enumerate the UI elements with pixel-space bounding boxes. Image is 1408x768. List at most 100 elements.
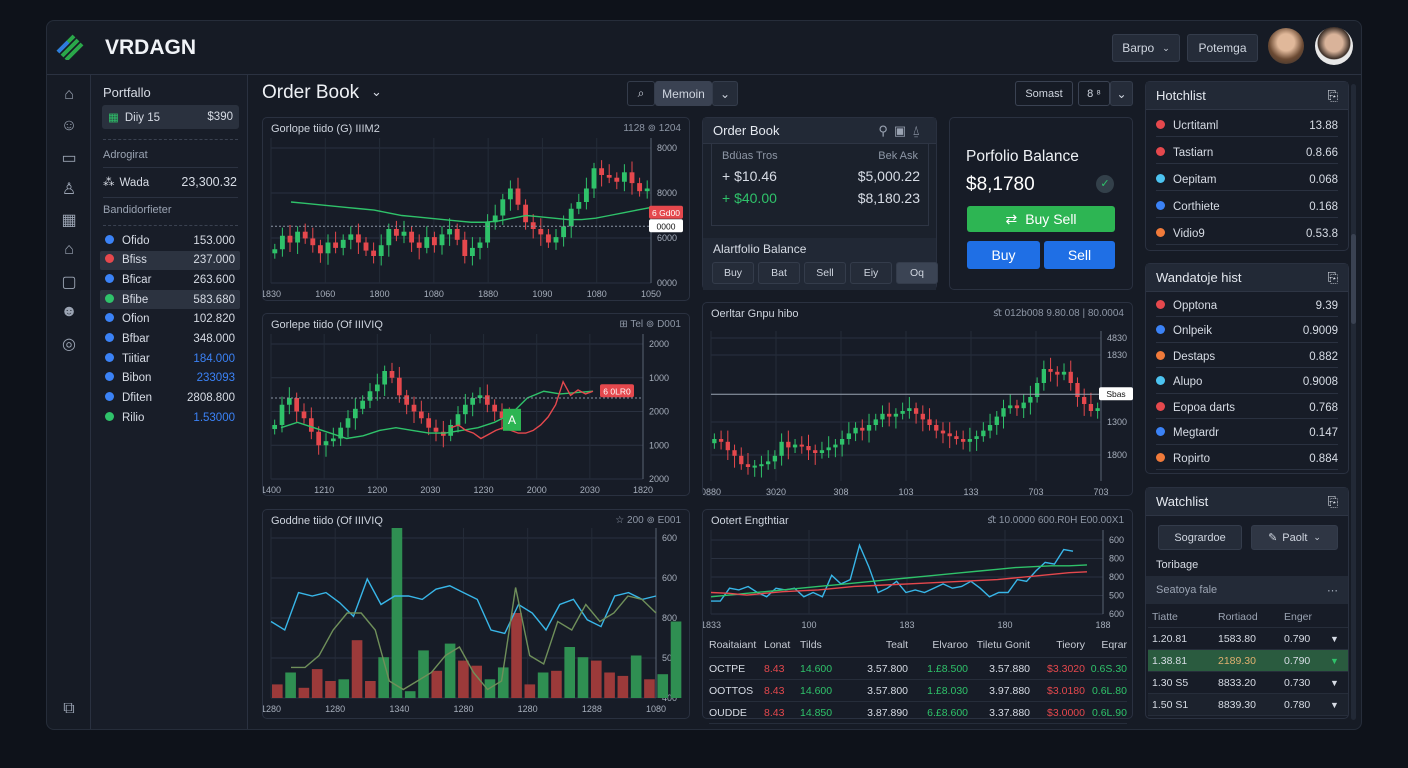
watch-item[interactable]: Megtardr 0.147: [1156, 423, 1338, 445]
users-icon[interactable]: ☺: [60, 117, 78, 134]
portfolio-list-item[interactable]: Bfiss 237.000: [100, 250, 240, 270]
watch-item[interactable]: Onlpeik 0.9009: [1156, 321, 1338, 343]
candlestick-chart[interactable]: 8000 8000 6000 0000 1830 1060 1800 1080 1880 1090…: [263, 118, 691, 302]
price-tag: [1099, 387, 1133, 401]
portfolio-list-item[interactable]: Rilio 1.53000: [100, 408, 240, 427]
export-icon[interactable]: ⧉: [63, 700, 75, 717]
sell-button[interactable]: Sell: [1044, 241, 1115, 269]
scrollbar[interactable]: [1351, 84, 1356, 720]
title-chevron-icon[interactable]: ⌄: [371, 84, 382, 99]
user-avatar-2[interactable]: [1315, 27, 1353, 65]
order-row[interactable]: + $10.46 $5,000.22: [722, 168, 920, 184]
candle: [382, 371, 388, 385]
order-action-button[interactable]: Eiy: [850, 262, 892, 284]
candle: [806, 446, 811, 451]
volume-bar: [657, 674, 669, 698]
header-button[interactable]: Potemga: [1187, 34, 1258, 62]
table-row[interactable]: 1.38.81 2189.30 0.790 ▼: [1148, 650, 1348, 672]
watch-item[interactable]: Vidio9 0.53.8: [1156, 223, 1338, 245]
watch-item[interactable]: Opptona 9.39: [1156, 295, 1338, 317]
caret-down-icon[interactable]: ▼: [1330, 633, 1339, 644]
portfolio-list-item[interactable]: Tiitiar 184.000: [100, 349, 240, 368]
buy-button[interactable]: Buy: [967, 241, 1040, 269]
portfolio-list-item[interactable]: Bibon 233093: [100, 369, 240, 388]
table-row[interactable]: OOTTOS 8.43 14.600 3.57.800 1.£8.030 3.97.880…: [709, 680, 1127, 702]
export-icon[interactable]: ⎘: [1327, 269, 1338, 285]
order-action-button[interactable]: Sell: [804, 262, 846, 284]
table-row[interactable]: 1.50 S1 8839.30 0.780 ▼: [1148, 694, 1348, 716]
caret-down-icon[interactable]: ▼: [1330, 655, 1339, 666]
user-avatar-1[interactable]: [1268, 28, 1304, 64]
portfolio-list-item[interactable]: Ofido 153.000: [100, 231, 240, 250]
watch-item[interactable]: Oepitam 0.068: [1156, 169, 1338, 191]
check-icon[interactable]: ✓: [1096, 175, 1114, 193]
order-action-button[interactable]: Bat: [758, 262, 800, 284]
table-row[interactable]: OUDDE 8.43 14.850 3.87.890 6.£8.600 3.37.880 $…: [709, 702, 1127, 724]
volume-bar: [670, 621, 682, 698]
candle: [360, 400, 366, 409]
candlestick-chart[interactable]: 2000 1000 2000 1000 2000 1400 1210 1200 2030 1230…: [263, 314, 691, 497]
lock-icon[interactable]: ⌂: [64, 241, 74, 258]
y-tick-label: 600: [1109, 535, 1124, 545]
chevron-down-icon[interactable]: ⌄: [712, 81, 738, 106]
order-row[interactable]: + $40.00 $8,180.23: [722, 190, 920, 206]
header-dropdown[interactable]: Barpo ⌄: [1112, 34, 1180, 62]
chart-title: Oerltar Gnpu hibo: [711, 308, 799, 320]
panel-actions-icons[interactable]: ⚲▣⍙: [878, 122, 926, 138]
volume-chart[interactable]: 600 600 800 500 400 1280 1280 1340 1280 1280 1288 1…: [263, 510, 691, 720]
column-header: Enger: [1284, 610, 1313, 623]
watch-item[interactable]: Eopoa darts 0.768: [1156, 397, 1338, 419]
buy-sell-button[interactable]: ⇄ Buy Sell: [967, 206, 1115, 232]
table-cell: $3.0000: [1047, 706, 1085, 719]
order-action-button[interactable]: Oq: [896, 262, 938, 284]
search-input[interactable]: Memoin: [655, 81, 712, 106]
watchlist-dropdown[interactable]: ✎ Paolt ⌄: [1251, 525, 1338, 550]
caret-down-icon[interactable]: ▼: [1330, 699, 1339, 710]
column-header: Tieory: [1056, 638, 1085, 651]
featured-item[interactable]: ▦ Diiy 15 $390: [102, 105, 239, 129]
table-row[interactable]: 1.30 S5 8833.20 0.730 ▼: [1148, 672, 1348, 694]
y-tick-label: 8000: [657, 188, 677, 198]
item-value: 0.8.66: [1306, 146, 1338, 159]
table-row[interactable]: 1.20.81 1583.80 0.790 ▼: [1148, 628, 1348, 650]
candle: [401, 231, 407, 236]
watch-item[interactable]: Corthiete 0.168: [1156, 196, 1338, 218]
watchlist-button[interactable]: Sogrardoe: [1158, 525, 1242, 550]
portfolio-list-item[interactable]: Dfiten 2808.800: [100, 389, 240, 408]
candlestick-chart[interactable]: 4830 1830 1300 1800 0880 3020 308 103 133 703 703 S…: [703, 303, 1134, 497]
profile-icon[interactable]: ♙: [61, 181, 77, 198]
search-button[interactable]: ⌕: [627, 81, 655, 106]
watch-item[interactable]: Ucrtitaml 13.88: [1156, 115, 1338, 137]
info-icon[interactable]: ◎: [62, 336, 76, 353]
volume-bar: [325, 681, 336, 698]
watch-item[interactable]: Alupo 0.9008: [1156, 372, 1338, 394]
portfolio-list-item[interactable]: Ofion 102.820: [100, 310, 240, 329]
portfolio-list-item[interactable]: Bfbar 348.000: [100, 330, 240, 349]
watch-item[interactable]: Destaps 0.882: [1156, 346, 1338, 368]
item-value: 1.53000: [193, 411, 235, 424]
table-cell: 3.97.880: [989, 684, 1030, 697]
caret-down-icon[interactable]: ▼: [1330, 677, 1339, 688]
home-icon[interactable]: ⌂: [64, 86, 74, 103]
portfolio-list-item[interactable]: Bfibe 583.680: [100, 290, 240, 310]
watch-item[interactable]: Tastiarn 0.8.66: [1156, 142, 1338, 164]
table-row[interactable]: OCTPE 8.43 14.600 3.57.800 1.£8.500 3.57.880 $…: [709, 658, 1127, 680]
calendar-icon[interactable]: ▦: [61, 212, 77, 229]
chevron-down-icon[interactable]: ⌄: [1110, 81, 1133, 106]
portfolio-list-item[interactable]: Bficar 263.600: [100, 270, 240, 289]
status-dot-icon: [105, 313, 114, 323]
filter-button[interactable]: 8 ⁸: [1078, 81, 1110, 106]
buy-marker[interactable]: [503, 408, 521, 431]
export-icon[interactable]: ⎘: [1327, 493, 1338, 509]
monitor-icon[interactable]: ▢: [61, 274, 77, 291]
export-icon[interactable]: ⎘: [1327, 87, 1338, 103]
order-action-button[interactable]: Buy: [712, 262, 754, 284]
more-icon[interactable]: ⋯: [1327, 584, 1338, 597]
divider: [103, 139, 238, 140]
candle: [583, 188, 589, 202]
sort-button[interactable]: Somast: [1015, 81, 1073, 106]
wallet-icon[interactable]: ▭: [61, 150, 77, 167]
watch-item[interactable]: Ropirto 0.884: [1156, 448, 1338, 470]
globe-icon[interactable]: ☻: [60, 303, 78, 320]
line-chart[interactable]: 600 800 800 500 600 1833 100 183 180 188: [703, 510, 1134, 632]
